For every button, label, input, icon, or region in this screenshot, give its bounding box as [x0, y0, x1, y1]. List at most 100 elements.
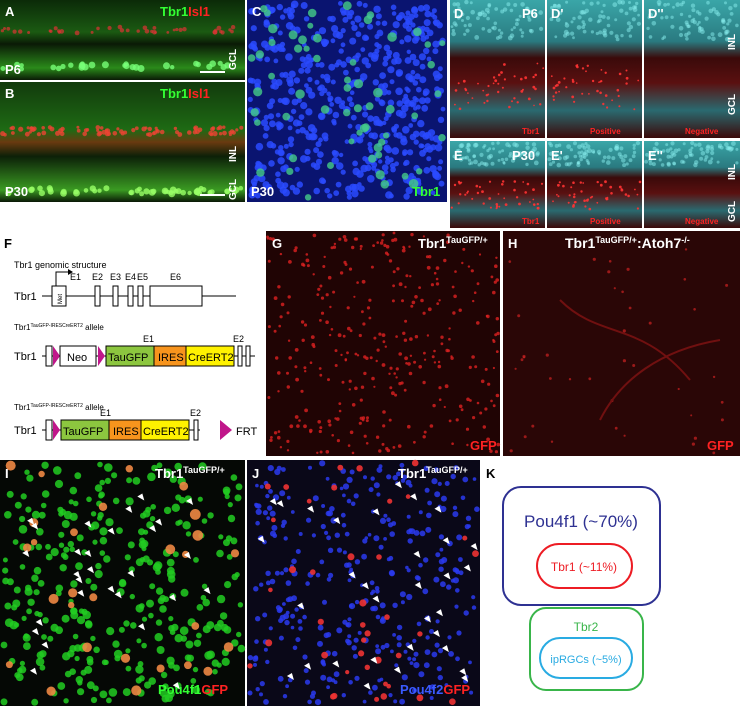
cell: [288, 260, 292, 264]
cell: [458, 107, 462, 111]
cell: [697, 20, 701, 24]
cell: [381, 20, 388, 27]
cell: [42, 617, 49, 624]
cell: [493, 21, 498, 26]
cell: [467, 101, 470, 104]
cell: [437, 364, 442, 369]
cell: [316, 451, 319, 454]
cell: [499, 31, 504, 35]
cell: [336, 439, 340, 443]
cell: [329, 15, 336, 23]
exon-label: E2: [233, 334, 244, 344]
cell: [86, 496, 92, 503]
cell: [75, 562, 83, 570]
cell: [360, 622, 366, 628]
cell: [353, 79, 364, 89]
cell: [306, 517, 312, 523]
cell: [636, 193, 639, 196]
cell: [454, 270, 457, 273]
cell: [59, 131, 65, 137]
cell: [411, 300, 416, 305]
cell: [368, 298, 372, 302]
cell: [223, 539, 230, 547]
cell: [519, 28, 523, 32]
cell: [375, 13, 382, 20]
exon-label: E5: [137, 272, 148, 282]
cell: [596, 89, 599, 93]
cell: [299, 56, 306, 62]
cell: [334, 96, 342, 105]
cell: [24, 469, 30, 475]
cell: [609, 185, 613, 189]
cell: [313, 163, 321, 171]
arrowhead: [276, 500, 284, 508]
cell: [602, 155, 607, 160]
cell: [265, 493, 270, 499]
cell: [418, 97, 426, 105]
exon: [51, 285, 67, 307]
cell: [34, 610, 40, 617]
cell: [700, 151, 706, 156]
cell: [124, 554, 131, 561]
cell: [395, 69, 404, 77]
cell: [572, 16, 576, 21]
cell: [340, 169, 346, 175]
start-label: Met: [58, 294, 64, 304]
cell: [497, 82, 500, 85]
cell: [585, 144, 591, 149]
cell: [520, 358, 524, 362]
cell: [566, 144, 571, 150]
cell: [503, 197, 506, 200]
cell: [39, 664, 46, 671]
cell: [61, 614, 70, 623]
layer-label: INL: [727, 34, 738, 50]
cell: [545, 353, 549, 357]
cell: [74, 30, 80, 36]
cell: [350, 501, 356, 507]
cell: [259, 681, 265, 687]
cell: [645, 152, 649, 157]
cell: [527, 18, 532, 22]
cell: [401, 299, 404, 303]
set-label: Tbr2: [574, 620, 599, 634]
cell: [171, 503, 180, 512]
cell: [185, 531, 192, 537]
cell: [331, 650, 338, 657]
cell: [637, 13, 640, 17]
cell: [346, 351, 349, 355]
cell: [247, 54, 256, 62]
cell: [424, 41, 432, 48]
cell: [452, 311, 456, 315]
cell: [379, 617, 386, 624]
cell: [704, 155, 709, 159]
cell: [631, 17, 636, 22]
condition-label: Positive: [590, 217, 621, 226]
cell: [552, 200, 554, 203]
cell: [326, 685, 330, 690]
cell: [391, 299, 395, 303]
cell: [119, 28, 125, 33]
cell: [14, 672, 21, 679]
cell: [381, 164, 389, 171]
cell: [270, 530, 276, 537]
cell: [14, 501, 22, 509]
cell: [628, 34, 633, 38]
cell: [429, 424, 434, 428]
cell: [410, 304, 414, 308]
cell: [381, 333, 386, 337]
cell: [445, 348, 449, 353]
cell: [577, 15, 582, 20]
cell: [316, 293, 320, 296]
cell: [567, 201, 570, 204]
cell: [342, 16, 349, 23]
arrowhead: [333, 517, 341, 525]
cell: [379, 99, 386, 107]
cell: [729, 146, 734, 151]
cell: [583, 199, 586, 202]
cell: [138, 675, 145, 682]
cell: [601, 159, 605, 163]
cell: [60, 63, 66, 70]
cell: [277, 30, 283, 36]
cell: [256, 168, 265, 177]
cell: [388, 693, 393, 698]
